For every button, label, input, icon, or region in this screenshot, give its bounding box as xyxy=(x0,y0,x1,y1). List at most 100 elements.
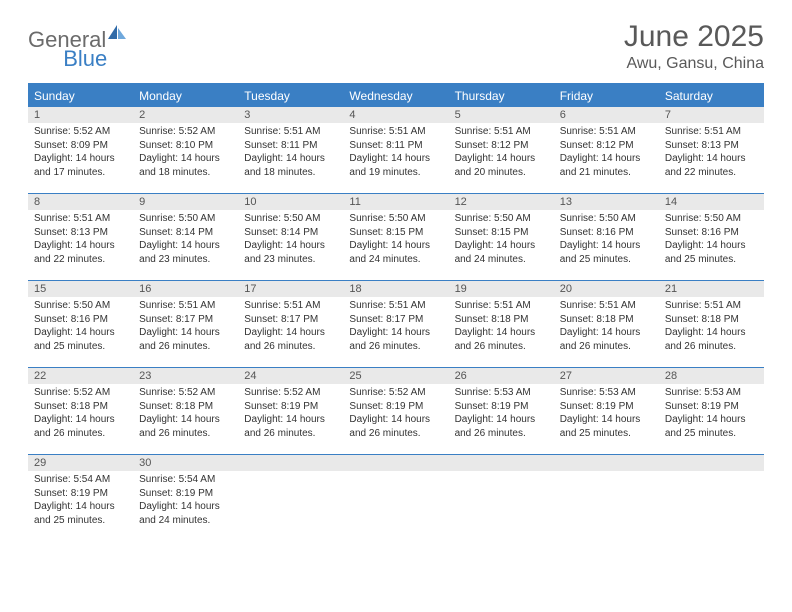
weekday-header-row: SundayMondayTuesdayWednesdayThursdayFrid… xyxy=(28,84,764,107)
calendar-cell: 15Sunrise: 5:50 AMSunset: 8:16 PMDayligh… xyxy=(28,281,133,368)
day-content: Sunrise: 5:52 AMSunset: 8:19 PMDaylight:… xyxy=(343,384,448,444)
day-number: 22 xyxy=(28,368,133,384)
day-content: Sunrise: 5:51 AMSunset: 8:11 PMDaylight:… xyxy=(343,123,448,183)
header: General Blue June 2025 Awu, Gansu, China xyxy=(28,20,764,73)
day-number: 16 xyxy=(133,281,238,297)
day-content: Sunrise: 5:50 AMSunset: 8:14 PMDaylight:… xyxy=(238,210,343,270)
day-number: 4 xyxy=(343,107,448,123)
calendar-cell: 16Sunrise: 5:51 AMSunset: 8:17 PMDayligh… xyxy=(133,281,238,368)
logo-sail-icon xyxy=(107,24,127,43)
title-block: June 2025 Awu, Gansu, China xyxy=(624,20,764,73)
day-content: Sunrise: 5:50 AMSunset: 8:15 PMDaylight:… xyxy=(449,210,554,270)
calendar-cell: 30Sunrise: 5:54 AMSunset: 8:19 PMDayligh… xyxy=(133,455,238,542)
logo: General Blue xyxy=(28,24,127,69)
calendar-cell: 11Sunrise: 5:50 AMSunset: 8:15 PMDayligh… xyxy=(343,194,448,281)
calendar-table: SundayMondayTuesdayWednesdayThursdayFrid… xyxy=(28,83,764,541)
calendar-row: 15Sunrise: 5:50 AMSunset: 8:16 PMDayligh… xyxy=(28,281,764,368)
day-content: Sunrise: 5:51 AMSunset: 8:18 PMDaylight:… xyxy=(449,297,554,357)
calendar-cell xyxy=(449,455,554,542)
day-number: 17 xyxy=(238,281,343,297)
day-number: 24 xyxy=(238,368,343,384)
day-content: Sunrise: 5:51 AMSunset: 8:11 PMDaylight:… xyxy=(238,123,343,183)
day-content: Sunrise: 5:52 AMSunset: 8:19 PMDaylight:… xyxy=(238,384,343,444)
day-content: Sunrise: 5:50 AMSunset: 8:16 PMDaylight:… xyxy=(554,210,659,270)
day-number: 30 xyxy=(133,455,238,471)
calendar-cell xyxy=(554,455,659,542)
calendar-cell: 1Sunrise: 5:52 AMSunset: 8:09 PMDaylight… xyxy=(28,107,133,194)
day-number: 9 xyxy=(133,194,238,210)
calendar-cell: 9Sunrise: 5:50 AMSunset: 8:14 PMDaylight… xyxy=(133,194,238,281)
calendar-cell: 17Sunrise: 5:51 AMSunset: 8:17 PMDayligh… xyxy=(238,281,343,368)
day-content: Sunrise: 5:51 AMSunset: 8:17 PMDaylight:… xyxy=(343,297,448,357)
weekday-header: Tuesday xyxy=(238,84,343,107)
day-content: Sunrise: 5:52 AMSunset: 8:18 PMDaylight:… xyxy=(133,384,238,444)
day-content: Sunrise: 5:53 AMSunset: 8:19 PMDaylight:… xyxy=(554,384,659,444)
calendar-cell: 13Sunrise: 5:50 AMSunset: 8:16 PMDayligh… xyxy=(554,194,659,281)
day-number: 15 xyxy=(28,281,133,297)
day-number: 27 xyxy=(554,368,659,384)
day-content: Sunrise: 5:50 AMSunset: 8:16 PMDaylight:… xyxy=(659,210,764,270)
day-content: Sunrise: 5:53 AMSunset: 8:19 PMDaylight:… xyxy=(659,384,764,444)
calendar-body: 1Sunrise: 5:52 AMSunset: 8:09 PMDaylight… xyxy=(28,107,764,541)
calendar-cell: 8Sunrise: 5:51 AMSunset: 8:13 PMDaylight… xyxy=(28,194,133,281)
calendar-cell: 25Sunrise: 5:52 AMSunset: 8:19 PMDayligh… xyxy=(343,368,448,455)
calendar-cell: 10Sunrise: 5:50 AMSunset: 8:14 PMDayligh… xyxy=(238,194,343,281)
calendar-cell: 18Sunrise: 5:51 AMSunset: 8:17 PMDayligh… xyxy=(343,281,448,368)
day-number: 7 xyxy=(659,107,764,123)
day-number: 6 xyxy=(554,107,659,123)
day-content: Sunrise: 5:54 AMSunset: 8:19 PMDaylight:… xyxy=(28,471,133,531)
calendar-cell: 19Sunrise: 5:51 AMSunset: 8:18 PMDayligh… xyxy=(449,281,554,368)
day-number: 19 xyxy=(449,281,554,297)
calendar-cell: 20Sunrise: 5:51 AMSunset: 8:18 PMDayligh… xyxy=(554,281,659,368)
day-content: Sunrise: 5:51 AMSunset: 8:18 PMDaylight:… xyxy=(554,297,659,357)
day-content: Sunrise: 5:51 AMSunset: 8:12 PMDaylight:… xyxy=(449,123,554,183)
day-number: 26 xyxy=(449,368,554,384)
calendar-cell: 6Sunrise: 5:51 AMSunset: 8:12 PMDaylight… xyxy=(554,107,659,194)
calendar-cell: 5Sunrise: 5:51 AMSunset: 8:12 PMDaylight… xyxy=(449,107,554,194)
calendar-row: 1Sunrise: 5:52 AMSunset: 8:09 PMDaylight… xyxy=(28,107,764,194)
day-content: Sunrise: 5:51 AMSunset: 8:13 PMDaylight:… xyxy=(659,123,764,183)
day-number: 25 xyxy=(343,368,448,384)
day-number: 20 xyxy=(554,281,659,297)
day-number: 8 xyxy=(28,194,133,210)
calendar-cell xyxy=(659,455,764,542)
day-number: 11 xyxy=(343,194,448,210)
calendar-cell: 22Sunrise: 5:52 AMSunset: 8:18 PMDayligh… xyxy=(28,368,133,455)
location-text: Awu, Gansu, China xyxy=(624,55,764,73)
day-number: 13 xyxy=(554,194,659,210)
calendar-row: 22Sunrise: 5:52 AMSunset: 8:18 PMDayligh… xyxy=(28,368,764,455)
calendar-cell: 27Sunrise: 5:53 AMSunset: 8:19 PMDayligh… xyxy=(554,368,659,455)
day-content: Sunrise: 5:53 AMSunset: 8:19 PMDaylight:… xyxy=(449,384,554,444)
day-content: Sunrise: 5:50 AMSunset: 8:14 PMDaylight:… xyxy=(133,210,238,270)
weekday-header: Sunday xyxy=(28,84,133,107)
weekday-header: Monday xyxy=(133,84,238,107)
day-number: 2 xyxy=(133,107,238,123)
calendar-cell xyxy=(343,455,448,542)
calendar-row: 29Sunrise: 5:54 AMSunset: 8:19 PMDayligh… xyxy=(28,455,764,542)
calendar-cell: 3Sunrise: 5:51 AMSunset: 8:11 PMDaylight… xyxy=(238,107,343,194)
weekday-header: Saturday xyxy=(659,84,764,107)
calendar-cell: 4Sunrise: 5:51 AMSunset: 8:11 PMDaylight… xyxy=(343,107,448,194)
day-content: Sunrise: 5:52 AMSunset: 8:10 PMDaylight:… xyxy=(133,123,238,183)
day-content: Sunrise: 5:52 AMSunset: 8:09 PMDaylight:… xyxy=(28,123,133,183)
day-number: 21 xyxy=(659,281,764,297)
day-content: Sunrise: 5:51 AMSunset: 8:12 PMDaylight:… xyxy=(554,123,659,183)
logo-text-blue: Blue xyxy=(28,49,127,69)
calendar-cell: 2Sunrise: 5:52 AMSunset: 8:10 PMDaylight… xyxy=(133,107,238,194)
day-number: 1 xyxy=(28,107,133,123)
day-content: Sunrise: 5:51 AMSunset: 8:13 PMDaylight:… xyxy=(28,210,133,270)
calendar-cell: 28Sunrise: 5:53 AMSunset: 8:19 PMDayligh… xyxy=(659,368,764,455)
page-title: June 2025 xyxy=(624,20,764,53)
day-content: Sunrise: 5:50 AMSunset: 8:16 PMDaylight:… xyxy=(28,297,133,357)
day-number: 3 xyxy=(238,107,343,123)
weekday-header: Wednesday xyxy=(343,84,448,107)
calendar-cell: 14Sunrise: 5:50 AMSunset: 8:16 PMDayligh… xyxy=(659,194,764,281)
day-number: 14 xyxy=(659,194,764,210)
calendar-row: 8Sunrise: 5:51 AMSunset: 8:13 PMDaylight… xyxy=(28,194,764,281)
day-number: 18 xyxy=(343,281,448,297)
calendar-cell: 29Sunrise: 5:54 AMSunset: 8:19 PMDayligh… xyxy=(28,455,133,542)
day-number: 10 xyxy=(238,194,343,210)
day-content: Sunrise: 5:50 AMSunset: 8:15 PMDaylight:… xyxy=(343,210,448,270)
calendar-cell: 24Sunrise: 5:52 AMSunset: 8:19 PMDayligh… xyxy=(238,368,343,455)
calendar-cell xyxy=(238,455,343,542)
